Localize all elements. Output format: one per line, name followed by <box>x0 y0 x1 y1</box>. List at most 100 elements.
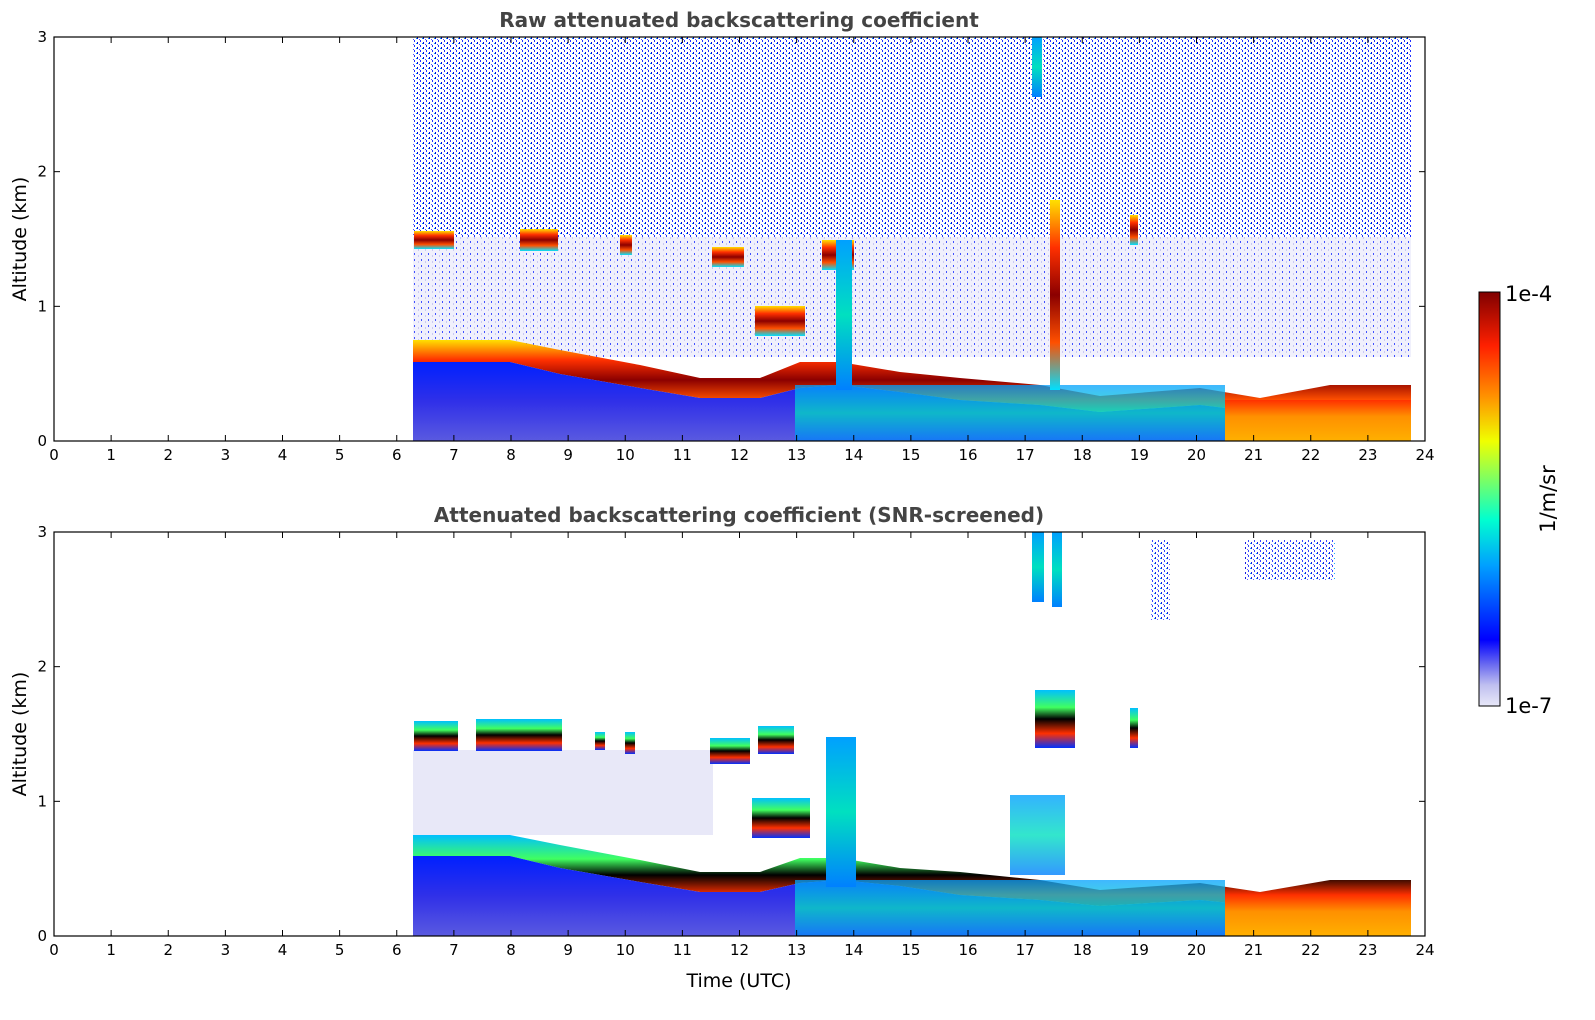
screened-cloud-4 <box>625 732 635 754</box>
x-tick-label: 4 <box>278 941 288 959</box>
x-tick-label: 21 <box>1244 446 1263 464</box>
x-tick-label: 0 <box>49 941 59 959</box>
raw-late-signal <box>1225 400 1411 441</box>
raw-clear-region <box>413 237 1411 357</box>
x-tick-label: 24 <box>1415 941 1434 959</box>
y-tick-label: 2 <box>37 658 47 676</box>
colorbar-unit-label: 1/m/sr <box>1536 465 1560 533</box>
y-tick-label: 2 <box>37 163 47 181</box>
x-tick-label: 15 <box>901 446 920 464</box>
screened-streak-4 <box>1130 708 1138 748</box>
panel-raw: Raw attenuated backscattering coefficien… <box>9 8 1435 464</box>
x-tick-label: 0 <box>49 446 59 464</box>
raw-streak-1 <box>836 240 852 390</box>
screened-cloud-6 <box>758 726 794 754</box>
x-tick-label: 14 <box>844 446 863 464</box>
colorbar-min-label: 1e-7 <box>1505 694 1552 718</box>
x-tick-label: 4 <box>278 446 288 464</box>
raw-mid-signal <box>795 385 1225 441</box>
x-tick-label: 13 <box>787 941 806 959</box>
x-tick-label: 18 <box>1073 941 1092 959</box>
x-tick-label: 17 <box>1016 446 1035 464</box>
y-tick-label: 3 <box>37 523 47 541</box>
raw-noise-region <box>413 37 1411 237</box>
x-tick-label: 15 <box>901 941 920 959</box>
x-tick-label: 14 <box>844 941 863 959</box>
screened-cloud-8 <box>1035 690 1075 748</box>
x-tick-label: 8 <box>506 941 516 959</box>
screened-cloud-7 <box>752 798 810 838</box>
panel-screened-xlabel: Time (UTC) <box>685 970 791 992</box>
panel-raw-heatmap <box>413 37 1411 441</box>
panel-screened-title: Attenuated backscattering coefficient (S… <box>434 503 1044 527</box>
raw-cloud-1 <box>414 231 454 249</box>
raw-streak-3 <box>1032 37 1042 97</box>
screened-cloud-2 <box>476 719 562 751</box>
raw-cloud-4 <box>712 247 744 267</box>
x-tick-label: 17 <box>1016 941 1035 959</box>
x-tick-label: 10 <box>616 446 635 464</box>
screened-streak-1 <box>826 737 856 887</box>
panel-raw-axes: 0 1 2 3 4 5 6 7 8 9 10 11 12 13 14 15 16 17 18 19 20 21 22 23 24… <box>37 28 1434 464</box>
panel-screened-axes: 0 1 2 3 4 5 6 7 8 9 10 11 12 13 14 15 16 17 18 19 20 21 22 23 24… <box>37 523 1434 959</box>
x-tick-label: 9 <box>563 446 573 464</box>
screened-cloud-5 <box>710 738 750 764</box>
raw-cloud-2 <box>520 229 558 251</box>
x-tick-label: 24 <box>1415 446 1434 464</box>
colorbar-gradient <box>1478 291 1501 707</box>
screened-noise-specks <box>1245 540 1335 580</box>
x-tick-label: 16 <box>958 941 977 959</box>
x-tick-label: 11 <box>673 446 692 464</box>
y-tick-label: 1 <box>37 297 47 315</box>
x-tick-label: 3 <box>221 446 231 464</box>
x-tick-label: 22 <box>1301 941 1320 959</box>
x-tick-label: 21 <box>1244 941 1263 959</box>
y-tick-label: 0 <box>37 927 47 945</box>
y-tick-label: 0 <box>37 432 47 450</box>
screened-streak-5 <box>1010 795 1065 875</box>
x-tick-label: 20 <box>1187 446 1206 464</box>
screened-cloud-3 <box>595 732 605 750</box>
x-tick-label: 7 <box>449 446 459 464</box>
x-tick-label: 5 <box>335 446 345 464</box>
x-tick-label: 23 <box>1358 446 1377 464</box>
x-tick-label: 10 <box>616 941 635 959</box>
screened-streak-2 <box>1032 532 1044 602</box>
raw-streak-4 <box>1130 215 1138 245</box>
x-tick-label: 23 <box>1358 941 1377 959</box>
y-tick-label: 1 <box>37 792 47 810</box>
panel-screened: Attenuated backscattering coefficient (S… <box>9 503 1435 992</box>
x-tick-label: 19 <box>1130 446 1149 464</box>
x-tick-label: 6 <box>392 941 402 959</box>
x-tick-label: 3 <box>221 941 231 959</box>
colorbar-max-label: 1e-4 <box>1505 282 1552 306</box>
x-tick-label: 2 <box>163 446 173 464</box>
screened-cloud-1 <box>414 721 458 751</box>
x-tick-label: 5 <box>335 941 345 959</box>
x-tick-label: 8 <box>506 446 516 464</box>
raw-cloud-6 <box>755 306 805 336</box>
x-tick-label: 11 <box>673 941 692 959</box>
x-tick-label: 22 <box>1301 446 1320 464</box>
x-tick-label: 12 <box>730 941 749 959</box>
screened-streak-3 <box>1052 532 1062 607</box>
x-tick-label: 7 <box>449 941 459 959</box>
x-tick-label: 13 <box>787 446 806 464</box>
x-tick-label: 20 <box>1187 941 1206 959</box>
y-tick-label: 3 <box>37 28 47 46</box>
x-tick-label: 1 <box>106 446 116 464</box>
x-tick-label: 12 <box>730 446 749 464</box>
x-tick-label: 1 <box>106 941 116 959</box>
panel-raw-ylabel: Altitude (km) <box>9 177 31 302</box>
panel-screened-ylabel: Altitude (km) <box>9 672 31 797</box>
panel-screened-heatmap <box>413 532 1411 936</box>
screened-noise-specks-2 <box>1150 540 1170 620</box>
panel-raw-title: Raw attenuated backscattering coefficien… <box>499 8 979 32</box>
x-tick-label: 18 <box>1073 446 1092 464</box>
x-tick-label: 6 <box>392 446 402 464</box>
x-tick-label: 16 <box>958 446 977 464</box>
raw-cloud-3 <box>620 235 632 255</box>
x-tick-label: 2 <box>163 941 173 959</box>
x-tick-label: 9 <box>563 941 573 959</box>
